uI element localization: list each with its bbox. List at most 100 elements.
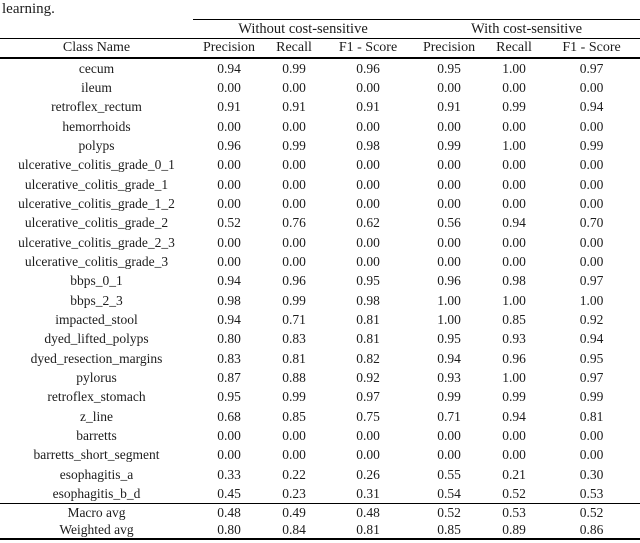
column-header-f1-score-with: F1 - Score [543,38,640,59]
metric-value-cell: 0.97 [356,389,380,405]
class-name-cell: esophagitis_a [59,466,134,482]
metric-value-cell: 0.00 [579,176,604,192]
metric-value-cell: 0.49 [265,503,323,522]
metric-value-cell: 0.00 [502,118,526,134]
metric-value-cell: 0.97 [579,370,604,385]
metric-value-cell: 0.00 [579,79,604,95]
summary-row: Weighted avg 0.80 0.84 0.81 0.85 0.89 0.86 [0,521,640,541]
metric-value-cell: 0.00 [356,79,380,95]
metric-value-cell: 0.94 [217,60,241,76]
metric-value-cell: 0.00 [502,253,526,269]
metric-value-cell: 0.53 [579,486,604,502]
table-row: bbps_2_3 0.98 0.99 0.98 1.00 1.00 1.00 [0,291,640,310]
metric-value-cell: 0.71 [282,311,306,327]
table-row: esophagitis_b_d 0.45 0.23 0.31 0.54 0.52 0.53 [0,484,640,504]
group-header-spacer [0,20,193,39]
metric-value-cell: 0.92 [356,370,380,385]
metric-value-cell: 0.00 [579,157,604,173]
table-row: retroflex_stomach 0.95 0.99 0.97 0.99 0.99 0.9… [0,387,640,406]
metric-value-cell: 0.93 [502,331,526,347]
metric-value-cell: 0.85 [413,521,486,541]
metric-value-cell: 0.94 [217,311,241,327]
metric-value-cell: 0.00 [579,195,604,211]
metric-value-cell: 0.00 [437,195,461,211]
summary-row: Macro avg 0.48 0.49 0.48 0.52 0.53 0.52 [0,503,640,522]
class-name-cell: esophagitis_b_d [52,486,141,502]
metric-value-cell: 1.00 [502,370,526,385]
metric-value-cell: 0.52 [543,503,640,522]
metric-value-cell: 0.00 [282,428,306,444]
class-name-cell: barretts_short_segment [33,447,160,463]
column-header-precision-without: Precision [193,38,265,59]
metric-value-cell: 0.00 [502,79,526,95]
table-row: hemorrhoids 0.00 0.00 0.00 0.00 0.00 0.00 [0,117,640,136]
metric-value-cell: 0.99 [437,389,461,405]
metric-value-cell: 0.30 [579,466,604,482]
metric-value-cell: 0.22 [282,466,306,482]
metric-value-cell: 0.00 [437,234,461,250]
table-row: ileum 0.00 0.00 0.00 0.00 0.00 0.00 [0,78,640,97]
class-name-cell: polyps [78,137,115,153]
class-name-cell: Weighted avg [0,521,193,541]
class-name-cell: retroflex_stomach [47,389,146,405]
metric-value-cell: 0.54 [437,486,461,502]
metric-value-cell: 0.00 [217,176,241,192]
metric-value-cell: 0.93 [437,370,461,385]
metric-value-cell: 1.00 [502,137,526,153]
table-row: dyed_lifted_polyps 0.80 0.83 0.81 0.95 0.93 0.… [0,329,640,348]
metric-value-cell: 0.00 [356,157,380,173]
metric-value-cell: 0.26 [356,466,380,482]
metric-value-cell: 0.83 [282,331,306,347]
metric-value-cell: 0.81 [356,311,380,327]
metric-value-cell: 0.68 [217,408,241,424]
metric-value-cell: 0.00 [437,428,461,444]
metric-value-cell: 0.92 [579,311,604,327]
metric-value-cell: 0.91 [437,99,461,115]
table-row: ulcerative_colitis_grade_0_1 0.00 0.00 0.00… [0,155,640,174]
class-name-cell: cecum [78,60,115,76]
metric-value-cell: 0.00 [217,118,241,134]
class-name-cell: ulcerative_colitis_grade_2_3 [18,234,175,250]
metric-value-cell: 0.98 [356,137,380,153]
metric-value-cell: 0.00 [217,447,241,463]
metric-value-cell: 0.00 [217,428,241,444]
metric-value-cell: 1.00 [437,311,461,327]
metric-value-cell: 0.00 [437,157,461,173]
metric-value-cell: 0.00 [356,176,380,192]
metric-value-cell: 0.00 [502,428,526,444]
metric-value-cell: 0.85 [502,311,526,327]
metric-value-cell: 0.00 [502,176,526,192]
class-name-cell: dyed_resection_margins [30,350,163,366]
class-name-cell: ulcerative_colitis_grade_0_1 [18,157,175,173]
column-header-precision-with: Precision [413,38,486,59]
metric-value-cell: 0.00 [217,234,241,250]
table-row: cecum 0.94 0.99 0.96 0.95 1.00 0.97 [0,58,640,78]
metric-value-cell: 0.87 [217,370,241,385]
metric-value-cell: 0.00 [282,195,306,211]
metric-value-cell: 0.95 [437,331,461,347]
metric-value-cell: 0.00 [579,428,604,444]
metric-value-cell: 0.99 [502,99,526,115]
metric-value-cell: 0.97 [579,60,604,76]
metric-value-cell: 0.91 [217,99,241,115]
metric-value-cell: 0.00 [502,447,526,463]
metric-value-cell: 0.96 [356,60,380,76]
metric-value-cell: 0.00 [282,157,306,173]
metric-value-cell: 0.00 [356,234,380,250]
metric-value-cell: 0.81 [356,331,380,347]
class-name-cell: ulcerative_colitis_grade_2 [24,215,169,231]
metric-value-cell: 0.00 [282,253,306,269]
metric-value-cell: 0.98 [217,292,241,308]
metric-value-cell: 0.99 [579,137,604,153]
table-row: pylorus 0.87 0.88 0.92 0.93 1.00 0.97 [0,368,640,387]
metric-value-cell: 0.95 [356,273,380,289]
metric-value-cell: 0.00 [217,253,241,269]
metric-value-cell: 0.00 [282,79,306,95]
metric-value-cell: 0.81 [579,408,604,424]
metric-value-cell: 0.88 [282,370,306,385]
table-row: bbps_0_1 0.94 0.96 0.95 0.96 0.98 0.97 [0,271,640,290]
metric-value-cell: 0.00 [437,118,461,134]
class-name-cell: hemorrhoids [62,118,131,134]
metric-value-cell: 0.96 [437,273,461,289]
metric-value-cell: 1.00 [502,60,526,76]
